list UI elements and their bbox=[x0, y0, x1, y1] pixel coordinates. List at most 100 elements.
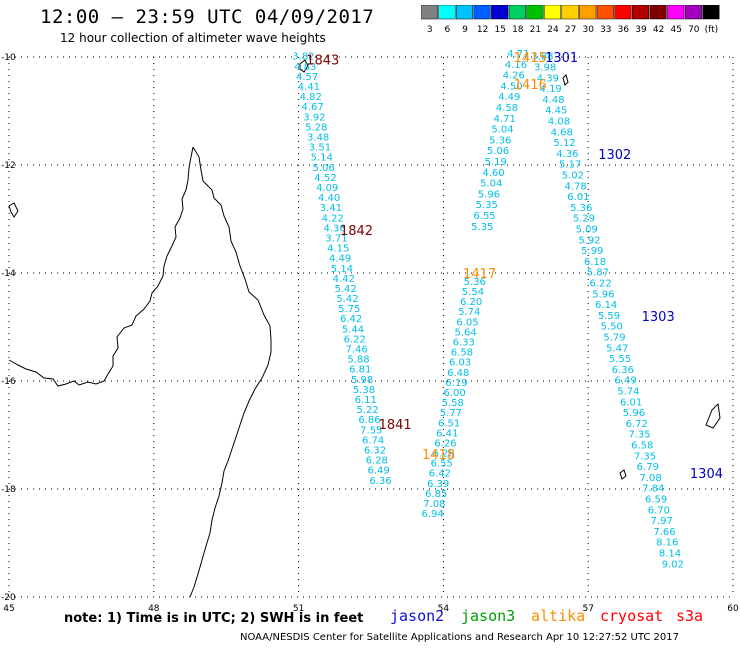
pass-id-label: 1418 bbox=[422, 448, 455, 463]
swh-value: 4.36 bbox=[323, 223, 345, 234]
swh-value: 5.36 bbox=[489, 135, 511, 146]
swh-value: 6.01 bbox=[620, 397, 642, 408]
islet-outline bbox=[299, 59, 309, 73]
legend-jason2: jason2 bbox=[390, 607, 445, 625]
colorbar-swatch bbox=[596, 5, 614, 20]
pass-id-label: 1301 bbox=[545, 51, 578, 66]
swh-value: 8.14 bbox=[659, 549, 681, 560]
legend-jason3: jason3 bbox=[461, 607, 516, 625]
wave-height-colorbar: 3 6 9 12 15 18 21 24 27 30 33 36 39 42 45 70 (ft) bbox=[421, 5, 720, 35]
colorbar-label: 24 bbox=[547, 25, 559, 35]
colorbar-label: 18 bbox=[512, 25, 524, 35]
swh-value: 5.79 bbox=[603, 333, 625, 344]
colorbar-swatch bbox=[438, 5, 456, 20]
swh-value: 6.49 bbox=[614, 376, 636, 387]
swh-value: 4.39 bbox=[537, 73, 559, 84]
swh-value: 4.49 bbox=[498, 92, 520, 103]
colorbar-swatch bbox=[491, 5, 509, 20]
swh-value: 5.88 bbox=[347, 355, 369, 366]
swh-value: 3.98 bbox=[534, 63, 556, 74]
swh-value: 6.94 bbox=[421, 509, 443, 520]
colorbar-label: 9 bbox=[462, 25, 468, 35]
swh-value: 4.48 bbox=[542, 95, 564, 106]
colorbar-swatch bbox=[455, 5, 474, 20]
swh-value: 7.55 bbox=[360, 425, 382, 436]
colorbar-label: 45 bbox=[670, 25, 681, 35]
swh-value: 6.05 bbox=[456, 317, 478, 328]
colorbar-label: 33 bbox=[600, 25, 611, 35]
swh-value: 6.58 bbox=[451, 348, 473, 359]
colorbar-label: 6 bbox=[445, 25, 451, 35]
swh-value: 4.49 bbox=[329, 254, 351, 265]
swh-value: 6.42 bbox=[429, 469, 451, 480]
swh-value: 5.74 bbox=[458, 307, 480, 318]
swh-value: 6.42 bbox=[340, 314, 362, 325]
swh-value: 4.71 bbox=[507, 49, 529, 60]
swh-value: 6.32 bbox=[364, 446, 386, 457]
swh-value: 7.08 bbox=[423, 499, 445, 510]
swh-value: 3.71 bbox=[325, 233, 347, 244]
pass-id-label: 1843 bbox=[306, 54, 339, 69]
swh-value: 5.44 bbox=[342, 324, 364, 335]
colorbar-swatch bbox=[561, 5, 579, 20]
colorbar-swatch bbox=[473, 5, 491, 20]
legend-altika: altika bbox=[531, 607, 586, 625]
colorbar-swatch bbox=[421, 5, 438, 20]
lat-tick-label: -14 bbox=[1, 269, 16, 279]
colorbar-label: 27 bbox=[565, 25, 576, 35]
swh-value: 7.84 bbox=[642, 484, 664, 495]
pass-id-label: 1416 bbox=[514, 78, 547, 93]
swh-value: 4.60 bbox=[482, 168, 504, 179]
swh-value: 5.14 bbox=[311, 153, 333, 164]
swh-value: 7.08 bbox=[639, 473, 661, 484]
swh-value: 6.28 bbox=[366, 456, 388, 467]
swh-value: 5.09 bbox=[576, 225, 598, 236]
colorbar-label: 15 bbox=[494, 25, 505, 35]
lat-tick-label: -10 bbox=[1, 53, 16, 63]
swh-value: 5.96 bbox=[623, 408, 645, 419]
swh-value: 5.55 bbox=[609, 354, 631, 365]
swh-value: 7.66 bbox=[653, 527, 675, 538]
swh-value: 6.22 bbox=[589, 279, 611, 290]
swh-value: 6.01 bbox=[567, 192, 589, 203]
swh-value: 6.49 bbox=[367, 466, 389, 477]
swh-value: 4.67 bbox=[301, 102, 323, 113]
swh-value: 5.19 bbox=[485, 157, 507, 168]
swh-value: 4.19 bbox=[540, 84, 562, 95]
swh-value: 5.22 bbox=[356, 405, 378, 416]
lon-tick-label: 45 bbox=[3, 604, 14, 614]
swh-value: 6.41 bbox=[436, 428, 458, 439]
swh-track-altika-1416: 4.714.164.264.504.494.584.715.045.365.06… bbox=[471, 49, 529, 233]
swh-value: 4.26 bbox=[503, 71, 525, 82]
swh-value: 3.92 bbox=[303, 112, 325, 123]
swh-value: 4.57 bbox=[296, 72, 318, 83]
swh-value: 4.22 bbox=[322, 213, 344, 224]
swh-value: 6.19 bbox=[445, 378, 467, 389]
swh-value: 5.06 bbox=[312, 163, 334, 174]
islet-outline bbox=[562, 74, 569, 86]
lat-tick-label: -20 bbox=[1, 593, 16, 603]
swh-value: 5.06 bbox=[487, 146, 509, 157]
swh-value: 8.16 bbox=[656, 538, 678, 549]
swh-value: 6.20 bbox=[460, 297, 482, 308]
colorbar-label: 30 bbox=[582, 25, 594, 35]
swh-value: 5.38 bbox=[353, 385, 375, 396]
swh-value: 3.82 bbox=[292, 52, 314, 63]
pass-id-label: 1415 bbox=[514, 51, 547, 66]
swh-track-cryosat-1843: 3.824.834.574.414.824.673.925.283.483.51… bbox=[292, 52, 391, 487]
swh-value: 4.15 bbox=[327, 244, 349, 255]
swh-value: 6.55 bbox=[431, 459, 453, 470]
legend-s3a: s3a bbox=[676, 607, 704, 625]
swh-value: 3.41 bbox=[320, 203, 342, 214]
swh-value: 4.68 bbox=[551, 127, 573, 138]
islet-outline bbox=[8, 202, 19, 218]
islet-outline bbox=[705, 402, 721, 429]
legend-cryosat: cryosat bbox=[600, 607, 664, 625]
swh-value: 5.36 bbox=[570, 203, 592, 214]
colorbar-swatch bbox=[526, 5, 544, 20]
swh-value: 6.26 bbox=[434, 438, 456, 449]
colorbar-swatch bbox=[543, 5, 562, 20]
pass-id-label: 1304 bbox=[690, 467, 723, 482]
swh-value: 5.74 bbox=[617, 387, 639, 398]
